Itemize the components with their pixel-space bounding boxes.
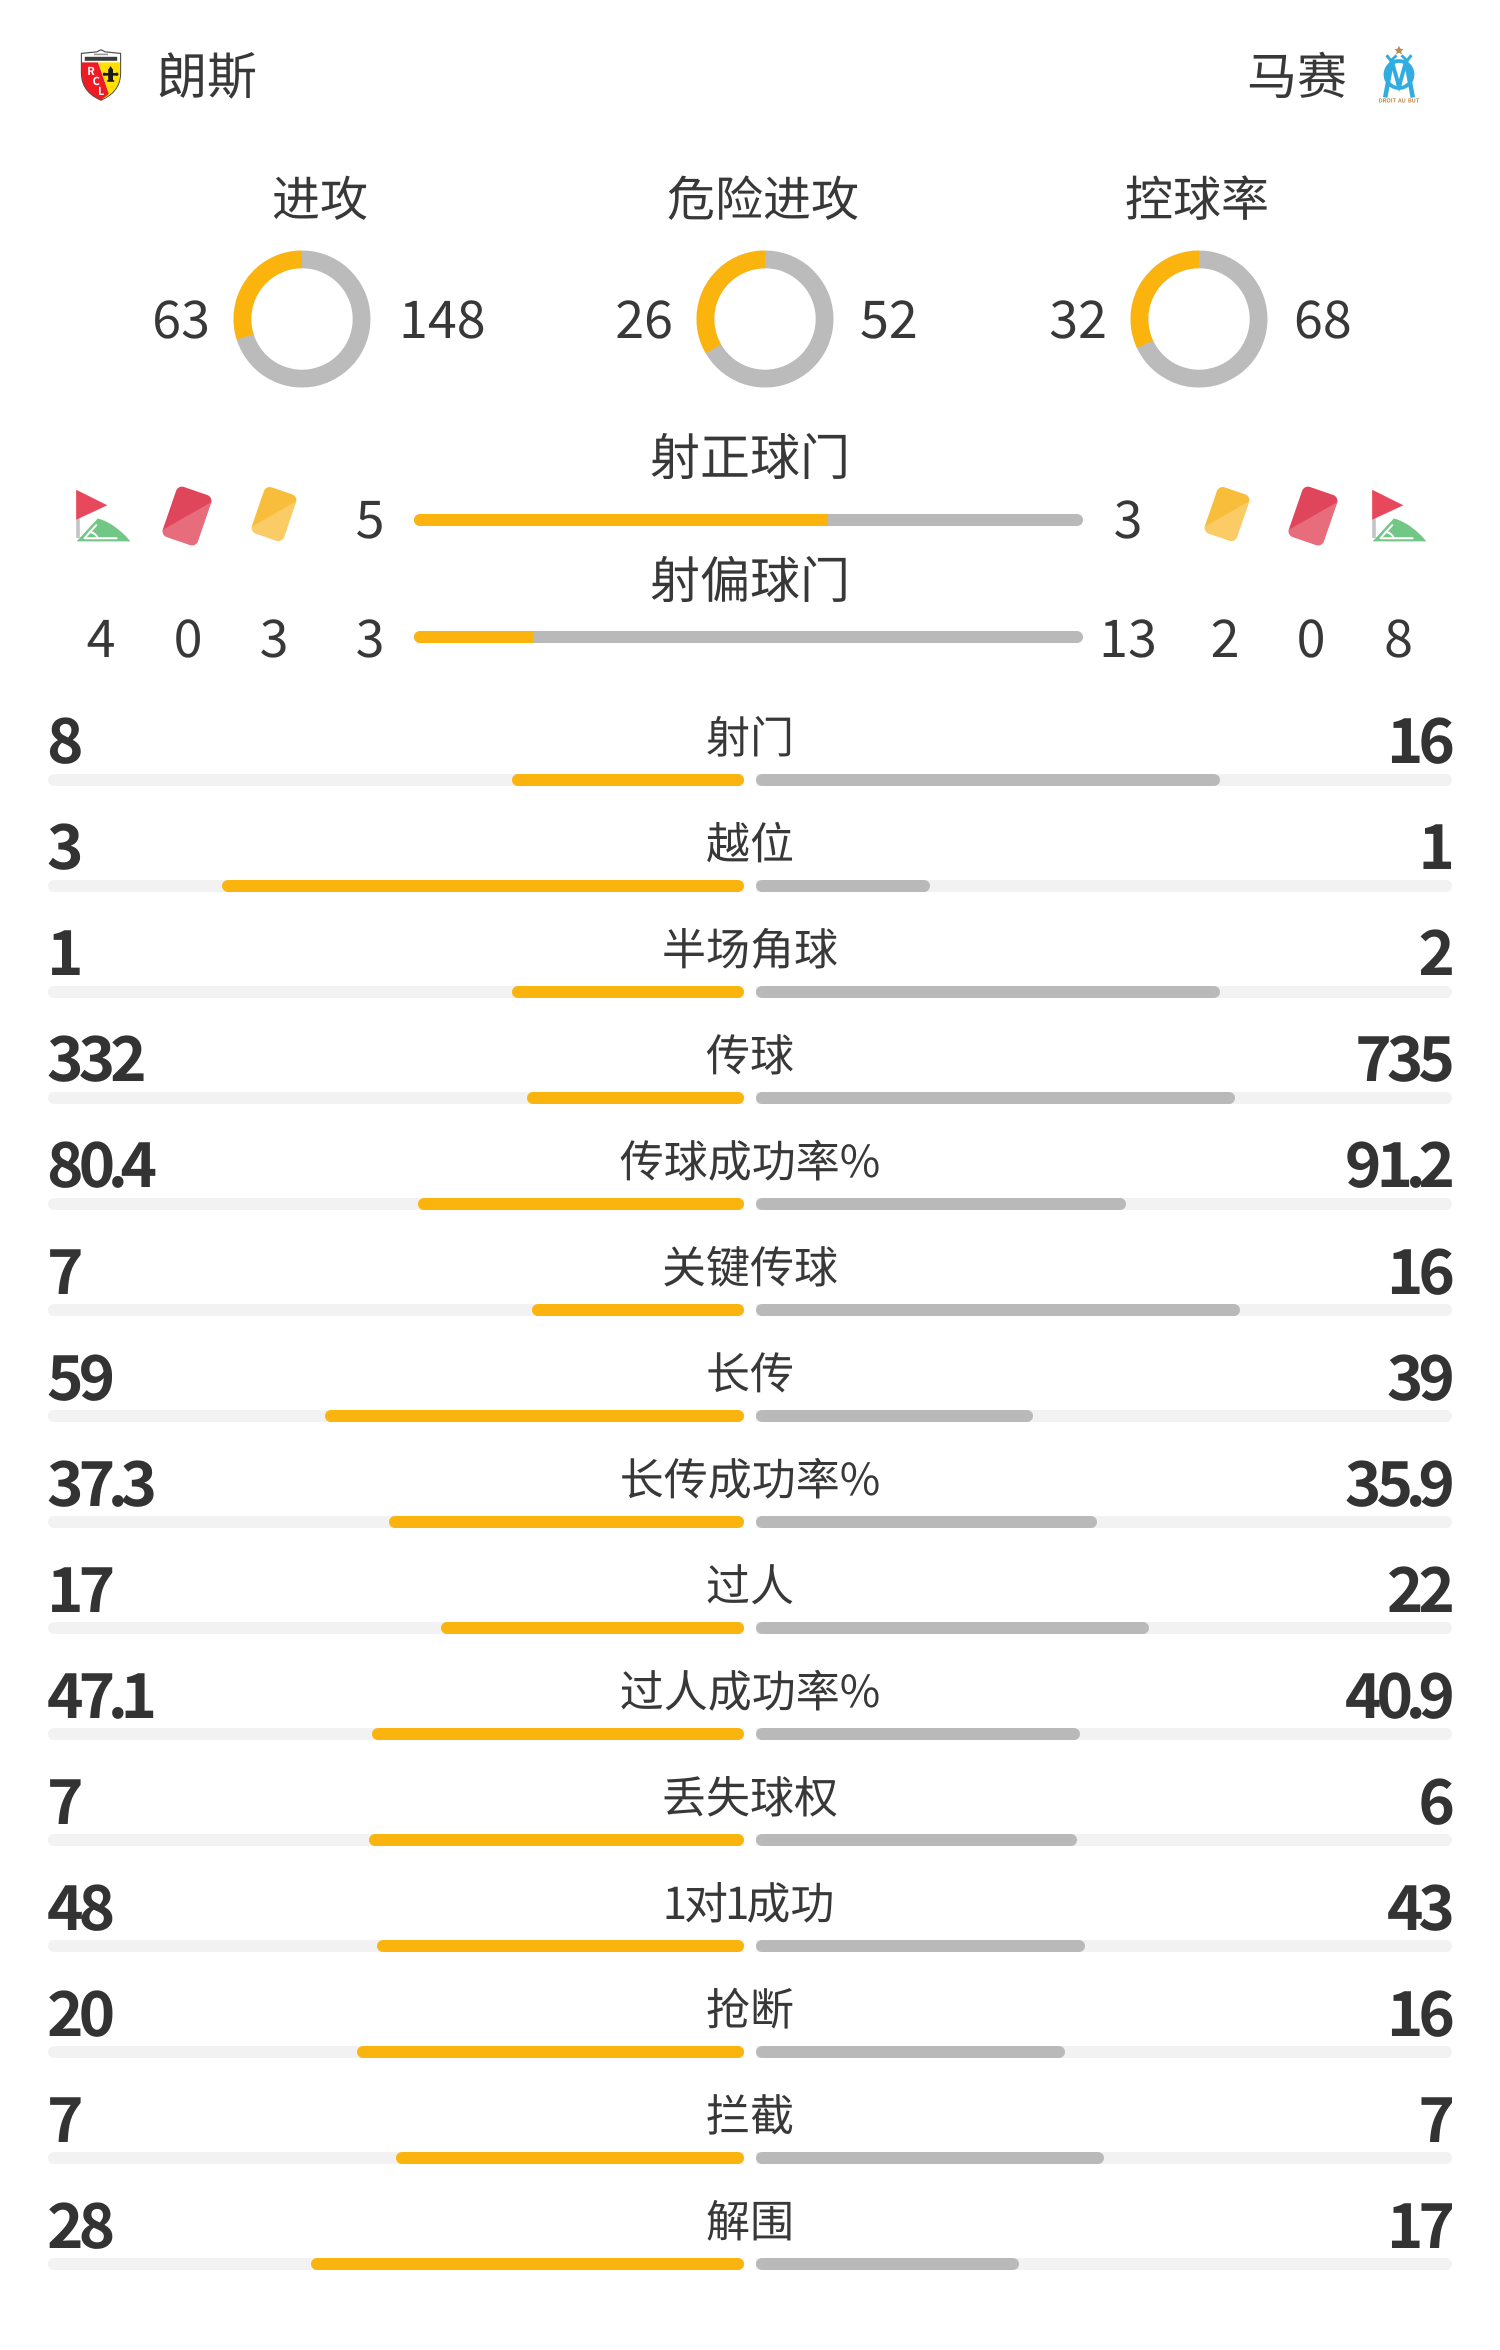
svg-text:DROIT AU BUT: DROIT AU BUT xyxy=(1379,96,1420,103)
svg-text:R: R xyxy=(87,63,95,79)
svg-text:C: C xyxy=(93,73,100,89)
svg-text:L: L xyxy=(98,83,104,99)
